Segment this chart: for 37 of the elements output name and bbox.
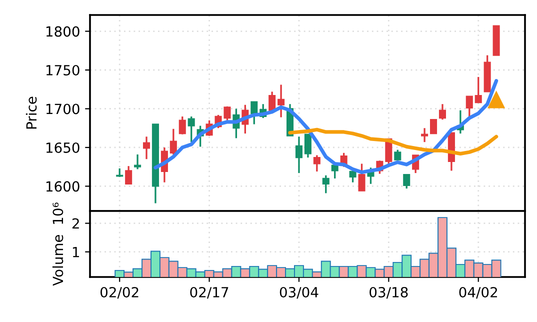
candlestick	[430, 119, 438, 134]
candlestick	[278, 84, 285, 118]
candlestick	[178, 116, 186, 136]
candlestick	[188, 116, 195, 143]
candlestick	[142, 136, 150, 160]
y-tick-label: 1600	[46, 181, 80, 192]
candlestick	[268, 90, 276, 112]
candlestick	[466, 96, 473, 118]
candlestick	[304, 133, 312, 158]
candlestick	[125, 165, 132, 185]
y-tick-label: 1750	[46, 64, 80, 76]
x-tick-label: 04/02	[459, 286, 497, 299]
x-tick-label: 03/04	[280, 286, 318, 299]
y-tick-label: 1	[72, 247, 79, 258]
candlestick	[358, 162, 366, 192]
candlestick	[438, 103, 446, 120]
candlestick	[313, 154, 320, 172]
y-tick-label: 1650	[46, 142, 80, 153]
y-axis-title: Volume 10⁶	[52, 202, 64, 286]
y-axis-title: Price	[26, 96, 37, 129]
candlestick	[250, 100, 258, 126]
x-tick-label: 02/17	[190, 286, 228, 299]
candlestick	[170, 128, 177, 156]
candlestick	[295, 136, 302, 174]
y-tick-label: 1700	[46, 104, 80, 114]
candlestick	[349, 170, 356, 184]
candlestick	[331, 164, 338, 180]
candlestick	[134, 154, 142, 170]
candlestick	[403, 174, 410, 190]
candlestick	[394, 148, 402, 161]
x-tick-label: 02/02	[100, 286, 138, 299]
y-tick-label: 1800	[46, 26, 80, 37]
candlestick	[322, 174, 330, 194]
y-tick-label: 2	[72, 218, 79, 229]
x-tick-label: 03/18	[370, 286, 408, 299]
candlestick	[421, 127, 428, 143]
candlestick	[474, 76, 482, 104]
